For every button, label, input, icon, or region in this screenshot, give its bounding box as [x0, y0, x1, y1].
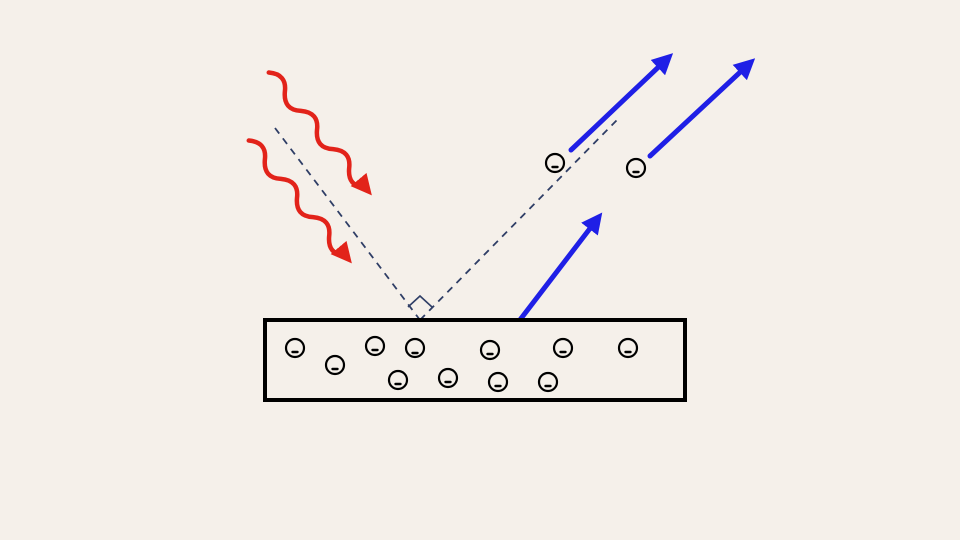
- background: [0, 0, 960, 540]
- photoelectric-diagram: [0, 0, 960, 540]
